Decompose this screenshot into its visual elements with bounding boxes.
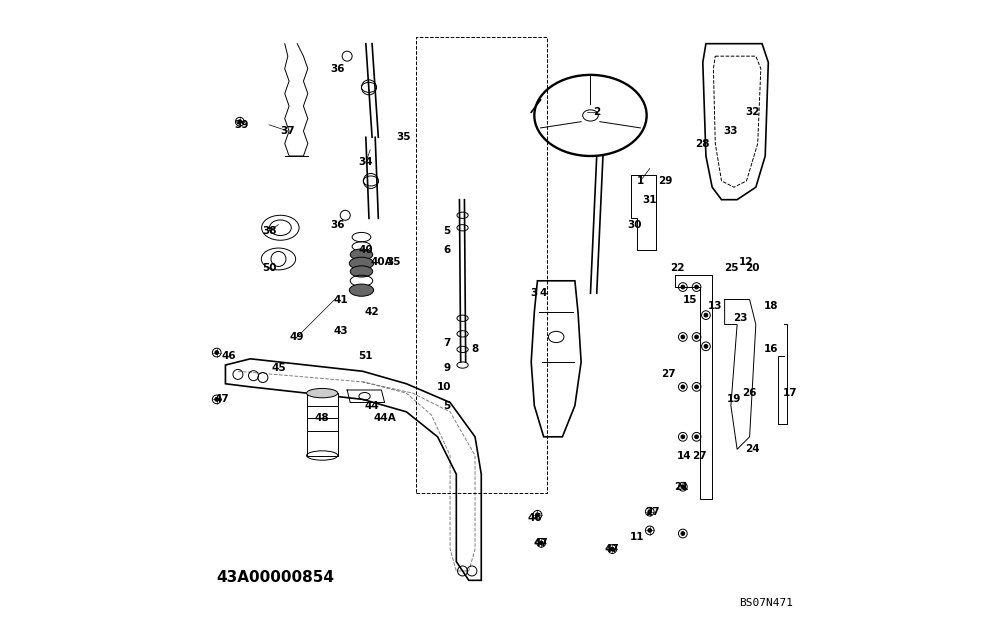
Text: 35: 35 (396, 132, 411, 142)
Circle shape (695, 435, 698, 439)
Text: 15: 15 (683, 295, 698, 305)
Text: 27: 27 (646, 507, 660, 517)
Text: 19: 19 (727, 394, 741, 404)
Text: 47: 47 (215, 394, 230, 404)
Text: 36: 36 (331, 220, 345, 230)
Circle shape (681, 385, 685, 389)
Text: 44: 44 (365, 401, 379, 411)
Circle shape (539, 541, 543, 545)
Text: 51: 51 (359, 351, 373, 361)
Text: 36: 36 (331, 64, 345, 74)
Text: 43A00000854: 43A00000854 (216, 570, 334, 585)
Text: 24: 24 (745, 444, 760, 454)
Circle shape (215, 351, 219, 354)
Text: 22: 22 (671, 263, 685, 273)
Text: 2: 2 (593, 107, 600, 117)
Circle shape (695, 385, 698, 389)
Circle shape (681, 435, 685, 439)
Text: 26: 26 (742, 388, 757, 398)
Circle shape (681, 285, 685, 289)
Text: 49: 49 (290, 332, 304, 342)
Ellipse shape (350, 266, 373, 277)
Text: 47: 47 (605, 544, 620, 554)
Text: 30: 30 (627, 220, 641, 230)
Text: 31: 31 (643, 195, 657, 205)
Text: 25: 25 (724, 263, 738, 273)
Text: 47: 47 (533, 538, 548, 548)
Ellipse shape (307, 388, 338, 398)
Circle shape (681, 335, 685, 339)
Bar (416, 37, 547, 493)
Text: 27: 27 (692, 451, 707, 461)
Text: 40: 40 (359, 245, 373, 255)
Text: BS07N471: BS07N471 (739, 598, 793, 608)
Circle shape (648, 510, 652, 514)
Text: 46: 46 (527, 513, 542, 523)
Text: 7: 7 (443, 338, 451, 348)
Text: 21: 21 (674, 482, 688, 492)
Text: 33: 33 (724, 126, 738, 136)
Text: 38: 38 (262, 226, 276, 236)
Circle shape (610, 547, 614, 551)
Text: 35: 35 (387, 257, 401, 267)
Text: 18: 18 (764, 301, 779, 311)
Text: 14: 14 (677, 451, 691, 461)
Text: 1: 1 (637, 176, 644, 186)
Text: 12: 12 (739, 257, 754, 267)
Circle shape (536, 513, 539, 517)
Text: 5: 5 (443, 226, 451, 236)
Text: 20: 20 (745, 263, 760, 273)
Text: 8: 8 (471, 344, 479, 354)
Text: 11: 11 (630, 532, 645, 542)
Text: 6: 6 (443, 245, 451, 255)
Text: 44A: 44A (373, 413, 396, 423)
Text: 16: 16 (764, 344, 779, 354)
Text: 3: 3 (531, 288, 538, 298)
Circle shape (704, 313, 708, 317)
Bar (307, 393, 338, 456)
Text: 45: 45 (271, 363, 286, 373)
Text: 37: 37 (281, 126, 295, 136)
Text: 43: 43 (334, 326, 348, 336)
Text: 13: 13 (708, 301, 723, 311)
Circle shape (704, 344, 708, 348)
Text: 42: 42 (365, 307, 379, 317)
Circle shape (695, 285, 698, 289)
Text: 40A: 40A (370, 257, 393, 267)
Text: 10: 10 (437, 382, 451, 392)
Text: 23: 23 (733, 313, 747, 323)
Text: 34: 34 (359, 157, 373, 167)
Ellipse shape (350, 249, 373, 260)
Text: 41: 41 (334, 295, 348, 305)
Ellipse shape (349, 284, 374, 296)
Text: 50: 50 (262, 263, 276, 273)
Text: 17: 17 (783, 388, 797, 398)
Circle shape (681, 532, 685, 535)
Circle shape (215, 397, 219, 401)
Text: 4: 4 (540, 288, 547, 298)
Text: 39: 39 (234, 120, 248, 130)
Text: 46: 46 (221, 351, 236, 361)
Circle shape (238, 120, 242, 124)
Text: 29: 29 (658, 176, 673, 186)
Text: 48: 48 (315, 413, 329, 423)
Circle shape (648, 529, 652, 532)
Text: 27: 27 (661, 369, 676, 379)
Text: 32: 32 (745, 107, 760, 117)
Circle shape (681, 485, 685, 489)
Text: 5: 5 (443, 401, 451, 411)
Ellipse shape (349, 257, 374, 270)
Text: 28: 28 (696, 139, 710, 149)
Text: 9: 9 (443, 363, 451, 373)
Circle shape (695, 335, 698, 339)
